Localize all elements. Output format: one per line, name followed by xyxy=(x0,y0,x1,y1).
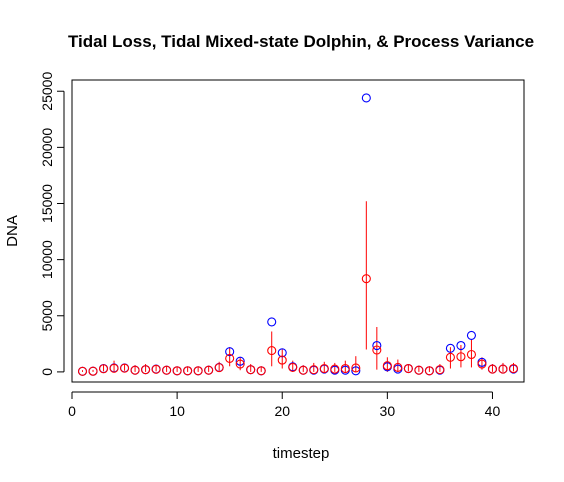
x-axis: 0 10 20 30 40 xyxy=(68,392,500,419)
x-tick-label: 10 xyxy=(169,403,185,419)
y-tick-label: 0 xyxy=(39,368,55,376)
x-axis-label: timestep xyxy=(273,445,330,462)
x-tick-label: 40 xyxy=(485,403,501,419)
y-tick-label: 25000 xyxy=(39,72,55,111)
y-tick-label: 5000 xyxy=(39,300,55,331)
estimate-points xyxy=(79,275,518,376)
y-axis: 0 5000 10000 15000 20000 25000 xyxy=(39,72,64,376)
observed-point xyxy=(362,94,370,102)
plot-frame xyxy=(72,80,524,382)
x-tick-label: 30 xyxy=(380,403,396,419)
interval-lines xyxy=(83,201,514,372)
observed-point xyxy=(467,331,475,339)
y-axis-label: DNA xyxy=(4,215,21,247)
x-tick-label: 20 xyxy=(274,403,290,419)
x-tick-label: 0 xyxy=(68,403,76,419)
observed-points xyxy=(79,94,518,375)
y-tick-label: 15000 xyxy=(39,184,55,223)
chart-title: Tidal Loss, Tidal Mixed-state Dolphin, &… xyxy=(68,32,534,51)
y-tick-label: 20000 xyxy=(39,128,55,167)
observed-point xyxy=(268,318,276,326)
y-tick-label: 10000 xyxy=(39,240,55,279)
